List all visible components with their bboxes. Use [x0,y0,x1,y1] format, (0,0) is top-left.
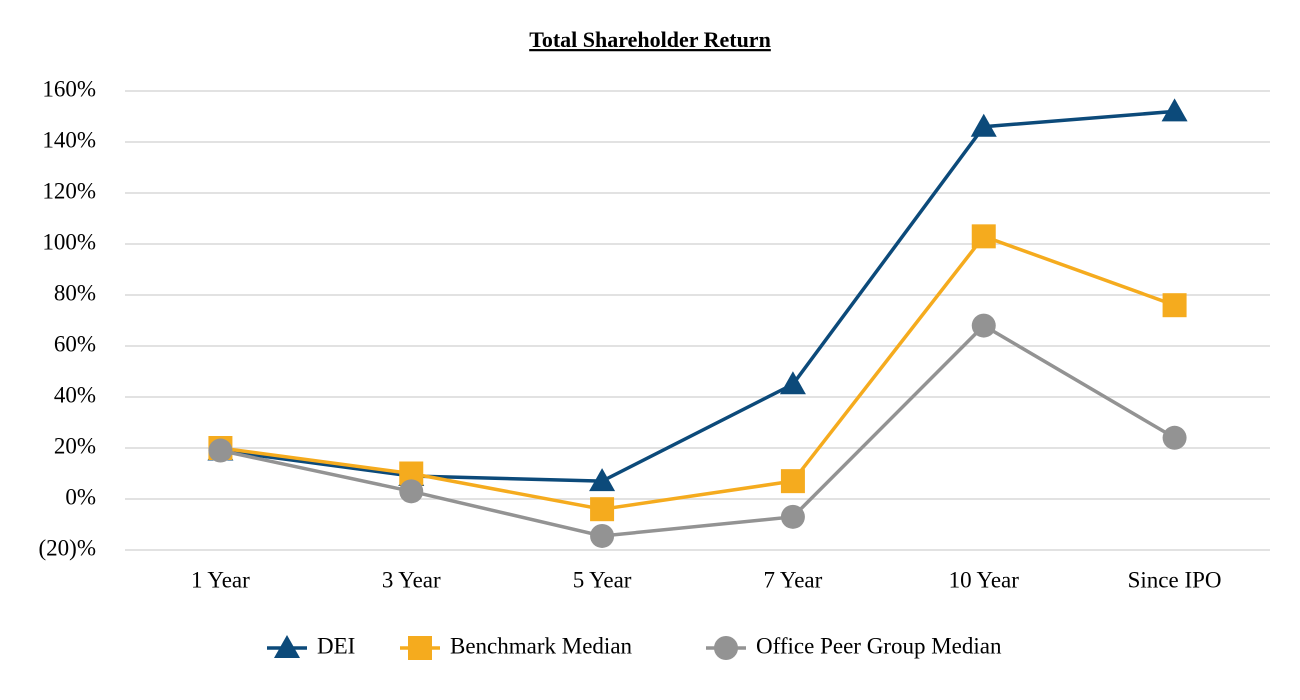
x-tick-label: 5 Year [573,567,632,592]
legend-marker [274,635,300,658]
data-point [971,313,996,338]
data-point [590,497,615,522]
y-tick-label: 120% [42,178,96,203]
y-tick-label: 60% [54,331,96,356]
data-point [970,113,997,137]
series-line [220,234,1176,511]
legend-marker [714,636,738,660]
y-tick-label: 80% [54,280,96,305]
x-tick-label: 3 Year [382,567,441,592]
data-point [1161,98,1188,122]
y-tick-label: 140% [42,127,96,152]
x-tick-label: Since IPO [1128,567,1222,592]
y-tick-label: 100% [42,229,96,254]
legend-marker [408,636,432,660]
data-point [1162,425,1187,450]
x-tick-label: 10 Year [949,567,1020,592]
data-point [780,469,805,494]
legend-label: Office Peer Group Median [756,633,1002,658]
y-tick-label: 20% [54,433,96,458]
data-point [779,371,806,395]
data-point [399,479,424,504]
x-tick-label: 7 Year [764,567,823,592]
y-tick-label: 0% [65,484,96,509]
data-point [590,523,615,548]
data-point [589,468,616,492]
legend-label: Benchmark Median [450,633,633,658]
data-point [1162,293,1187,318]
y-tick-label: 160% [42,76,96,101]
x-tick-label: 1 Year [191,567,250,592]
y-tick-label: (20)% [39,535,96,560]
series-line [220,323,1176,538]
chart-title: Total Shareholder Return [529,27,771,52]
legend-label: DEI [317,633,355,658]
data-point [780,504,805,529]
y-tick-label: 40% [54,382,96,407]
series-line [220,109,1175,483]
data-point [971,224,996,249]
data-point [208,438,233,463]
